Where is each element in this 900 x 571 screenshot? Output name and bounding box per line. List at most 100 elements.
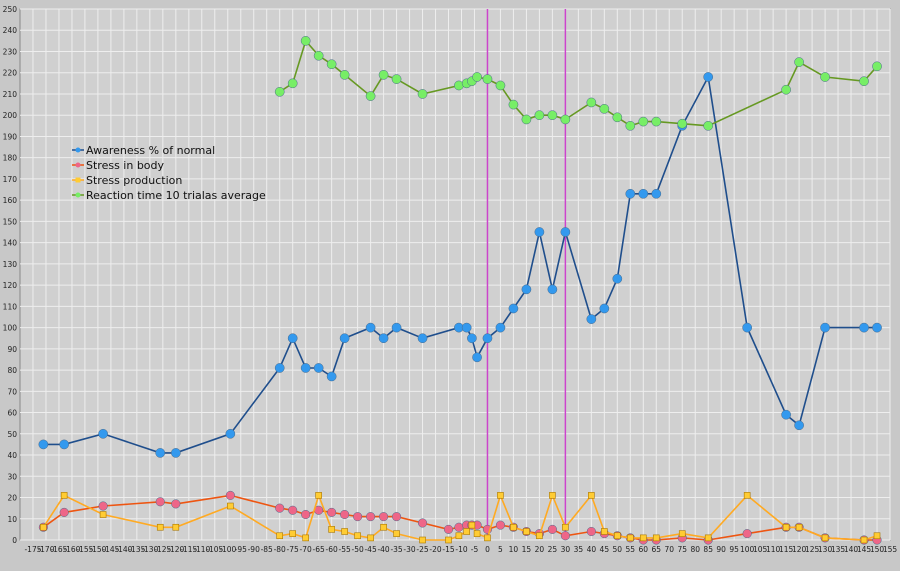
y-tick-label: 160: [3, 196, 18, 205]
data-point: [651, 188, 662, 199]
x-tick-label: -160: [63, 545, 80, 554]
data-point: [794, 57, 804, 67]
data-point: [288, 505, 298, 515]
data-point: [417, 518, 428, 528]
data-point: [393, 530, 400, 537]
legend-label: Reaction time 10 trialas average: [86, 189, 266, 202]
data-point: [443, 524, 454, 534]
data-point: [313, 50, 324, 61]
x-tick-label: -15: [442, 545, 454, 554]
y-axis-tick-labels: 0 10 20 30 40 50 60 70 80 90 100 110 120 130 140 150 160…: [3, 5, 18, 545]
x-tick-label: -135: [128, 545, 145, 554]
x-tick-label: 115: [779, 545, 794, 554]
x-tick-label: 120: [792, 545, 807, 554]
y-tick-label: 150: [3, 217, 18, 226]
y-tick-label: 0: [12, 536, 17, 545]
data-point: [484, 534, 491, 542]
data-point: [612, 273, 623, 284]
data-point: [170, 448, 181, 458]
data-point: [391, 322, 402, 333]
data-point: [274, 363, 285, 373]
data-point: [482, 74, 493, 84]
x-tick-label: -140: [115, 545, 132, 554]
legend-item-reaction-time: Reaction time 10 trialas average: [72, 189, 266, 202]
x-tick-label: 125: [805, 545, 820, 554]
data-point: [155, 448, 166, 458]
data-point: [742, 322, 753, 333]
data-point: [614, 532, 621, 540]
data-point: [547, 284, 558, 295]
data-point: [547, 110, 558, 121]
data-point: [302, 534, 309, 542]
x-tick-label: 150: [870, 545, 885, 554]
y-tick-label: 170: [3, 175, 18, 184]
x-tick-label: -130: [141, 545, 158, 554]
x-tick-label: -45: [364, 545, 376, 554]
y-tick-label: 80: [7, 366, 17, 375]
data-point: [417, 89, 428, 99]
data-point: [287, 333, 298, 344]
x-tick-label: 30: [561, 545, 571, 554]
y-tick-label: 190: [3, 132, 18, 141]
data-point: [534, 227, 545, 237]
data-point: [549, 492, 556, 499]
data-point: [495, 80, 506, 91]
data-point: [326, 371, 337, 382]
y-tick-label: 240: [3, 26, 18, 35]
y-tick-label: 100: [3, 324, 18, 333]
data-point: [547, 524, 557, 534]
x-tick-label: -115: [180, 545, 197, 554]
data-point: [289, 530, 296, 537]
data-point: [820, 322, 830, 333]
x-tick-label: 90: [716, 545, 726, 554]
data-point: [315, 492, 322, 499]
x-tick-label: -5: [471, 545, 479, 554]
data-point: [365, 322, 376, 333]
data-point: [445, 536, 452, 544]
data-point: [678, 530, 686, 537]
data-point: [354, 532, 361, 540]
data-point: [562, 523, 569, 531]
x-tick-label: -125: [154, 545, 171, 554]
data-point: [40, 523, 47, 531]
data-point: [495, 322, 506, 333]
data-point: [742, 529, 752, 539]
x-tick-label: -145: [102, 545, 119, 554]
data-point: [467, 333, 477, 344]
x-tick-label: 155: [883, 545, 898, 554]
series-line: [279, 39, 878, 127]
data-point: [274, 86, 285, 97]
data-point: [171, 499, 181, 509]
data-point: [510, 523, 517, 531]
data-point: [508, 303, 519, 314]
data-point: [379, 512, 389, 522]
data-point: [227, 502, 234, 510]
legend-item-stress-in-body: Stress in body: [72, 159, 165, 172]
y-tick-label: 50: [7, 430, 17, 439]
x-tick-label: -70: [300, 545, 312, 554]
x-tick-label: -175: [24, 545, 41, 554]
data-point: [300, 36, 311, 46]
x-tick-label: 130: [818, 545, 833, 554]
data-point: [586, 526, 596, 537]
data-point: [703, 120, 714, 131]
gridlines: [20, 8, 891, 541]
data-point: [463, 528, 470, 535]
x-tick-label: 50: [613, 545, 623, 554]
data-point: [625, 120, 636, 131]
x-tick-label: 85: [703, 545, 713, 554]
x-tick-label: -85: [261, 545, 273, 554]
x-tick-label: -25: [416, 545, 428, 554]
legend-label: Stress in body: [86, 159, 165, 172]
x-tick-label: -100: [219, 545, 236, 554]
data-point: [651, 116, 662, 127]
x-tick-label: 95: [729, 545, 739, 554]
x-tick-label: -35: [390, 545, 402, 554]
data-point: [301, 509, 311, 520]
x-tick-label: 80: [690, 545, 700, 554]
x-axis-tick-labels: -175-170-165-160-155-150-145-140-135-130…: [24, 545, 897, 554]
x-tick-label: -95: [235, 545, 247, 554]
data-point: [391, 74, 402, 84]
data-point: [652, 534, 660, 542]
x-tick-label: -30: [403, 545, 415, 554]
